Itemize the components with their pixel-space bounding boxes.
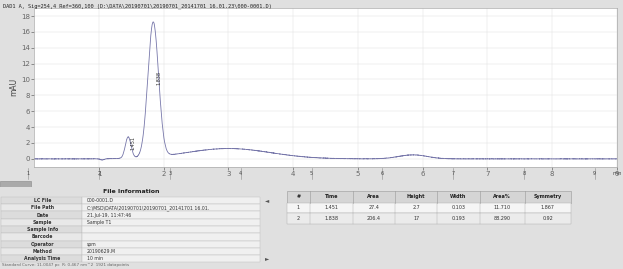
Text: 1.838: 1.838	[156, 71, 161, 85]
Text: Symmetry: Symmetry	[534, 194, 562, 199]
Text: 10 min: 10 min	[87, 256, 103, 261]
Text: spm: spm	[87, 242, 97, 247]
Text: Barcode: Barcode	[32, 234, 53, 239]
Text: 1.451: 1.451	[325, 205, 338, 210]
Text: 000-0001.D: 000-0001.D	[87, 198, 113, 203]
Bar	[1, 233, 82, 240]
Text: 1.838: 1.838	[325, 216, 338, 221]
Bar	[82, 240, 260, 248]
Bar	[1, 248, 82, 255]
Bar	[82, 204, 260, 211]
Text: Time: Time	[325, 194, 338, 199]
Text: Operator: Operator	[31, 242, 54, 247]
Text: File Information: File Information	[103, 189, 159, 194]
Bar	[1, 226, 82, 233]
Text: Area%: Area%	[493, 194, 511, 199]
Text: File Path: File Path	[31, 205, 54, 210]
Text: Date: Date	[36, 213, 49, 218]
Bar	[1, 255, 82, 263]
Bar	[1, 204, 82, 211]
Text: LC File: LC File	[34, 198, 51, 203]
Text: 2: 2	[297, 216, 300, 221]
Bar	[82, 226, 260, 233]
Text: Standard Curve: 11.0047 pc  R: 0.467 nm^2  1921 datapoints: Standard Curve: 11.0047 pc R: 0.467 nm^2…	[2, 263, 129, 267]
Text: #: #	[297, 194, 300, 199]
Bar	[1, 240, 82, 248]
Text: Sample T1: Sample T1	[87, 220, 111, 225]
Bar	[82, 248, 260, 255]
Text: 1: 1	[297, 205, 300, 210]
Y-axis label: mAU: mAU	[9, 78, 18, 97]
Text: 4: 4	[239, 171, 242, 176]
Bar	[82, 197, 260, 204]
Text: 27.4: 27.4	[368, 205, 379, 210]
Text: 11.710: 11.710	[493, 205, 511, 210]
Text: DAD1 A, Sig=254,4 Ref=360,100 (D:\DATA\20190701\20190701_20141701 16.01.23\000-0: DAD1 A, Sig=254,4 Ref=360,100 (D:\DATA\2…	[3, 3, 272, 9]
Text: Method: Method	[32, 249, 52, 254]
Text: 0.92: 0.92	[543, 216, 553, 221]
Text: 8: 8	[522, 171, 525, 176]
Text: 17: 17	[413, 216, 419, 221]
Bar	[82, 211, 260, 219]
Text: 206.4: 206.4	[367, 216, 381, 221]
Bar	[82, 219, 260, 226]
Text: 20190629.M: 20190629.M	[87, 249, 116, 254]
Bar	[1, 197, 82, 204]
Text: C:\MSD\DATA\20190701\20190701_20141701 16.01.: C:\MSD\DATA\20190701\20190701_20141701 1…	[87, 205, 209, 211]
Text: 1.451: 1.451	[131, 136, 136, 150]
Bar	[0, 180, 31, 187]
Text: Height: Height	[407, 194, 426, 199]
Text: 5: 5	[310, 171, 313, 176]
Text: 9: 9	[593, 171, 596, 176]
Text: Area: Area	[368, 194, 380, 199]
Text: ◄: ◄	[265, 198, 269, 203]
Text: Sample Info: Sample Info	[27, 227, 58, 232]
Text: 6: 6	[381, 171, 384, 176]
Text: 2: 2	[98, 171, 101, 176]
Text: min: min	[612, 171, 622, 176]
Bar	[82, 255, 260, 263]
Text: 2.7: 2.7	[412, 205, 420, 210]
Bar	[1, 211, 82, 219]
Text: Sample: Sample	[32, 220, 52, 225]
Text: ►: ►	[265, 256, 269, 261]
Text: Width: Width	[450, 194, 467, 199]
Text: 0.193: 0.193	[452, 216, 465, 221]
Text: 88.290: 88.290	[493, 216, 511, 221]
Text: 7: 7	[452, 171, 455, 176]
Text: Analysis Time: Analysis Time	[24, 256, 60, 261]
Text: 1: 1	[27, 171, 30, 176]
Bar	[82, 233, 260, 240]
Text: 3: 3	[168, 171, 171, 176]
Bar	[1, 219, 82, 226]
Text: 1.867: 1.867	[541, 205, 555, 210]
Text: 21.Jul-19, 11:47:46: 21.Jul-19, 11:47:46	[87, 213, 131, 218]
Text: 0.103: 0.103	[452, 205, 465, 210]
